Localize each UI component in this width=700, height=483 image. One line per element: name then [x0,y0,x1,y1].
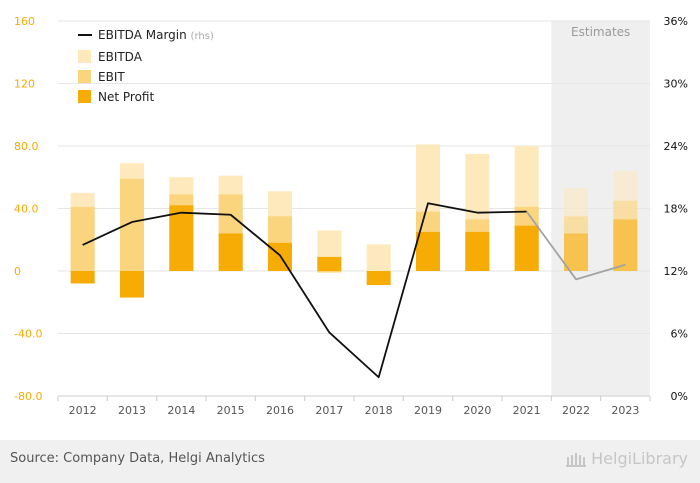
bar-ebit [70,206,95,271]
bar-net-profit [416,231,440,271]
legend-label-ebit: EBIT [98,70,125,84]
right-axis-tick-label: 6% [671,328,688,341]
bar-net-profit [366,271,391,286]
library-building-icon [566,452,587,467]
x-axis-label: 2018 [365,404,393,417]
left-axis-tick-label: 120 [14,78,35,91]
legend-rhs-note: (rhs) [191,31,214,42]
x-axis-label: 2019 [414,404,442,417]
right-axis-tick-label: 12% [664,265,688,278]
left-axis-tick-label: 0 [14,265,21,278]
x-axis-label: 2016 [266,404,294,417]
legend-label-net-profit: Net Profit [98,90,154,104]
right-axis-tick-label: 0% [671,390,688,403]
x-axis-label: 2014 [167,404,195,417]
right-axis-tick-label: 24% [664,140,688,153]
left-axis-tick-label: 40.0 [14,203,39,216]
bar-net-profit [613,219,638,271]
x-axis-label: 2013 [118,404,146,417]
right-axis-tick-label: 18% [664,203,688,216]
x-axis-label: 2017 [315,404,343,417]
bar-net-profit [465,231,490,271]
x-axis-label: 2020 [463,404,491,417]
bar-net-profit [218,233,243,271]
legend-swatch-ebitda [78,50,91,63]
bar-net-profit [70,271,95,284]
bar-net-profit [169,205,194,271]
bar-net-profit [514,225,539,271]
x-axis-label: 2022 [562,404,590,417]
helgi-library-logo[interactable]: HelgiLibrary [565,449,688,468]
estimates-label: Estimates [571,25,630,39]
bar-net-profit [564,233,588,271]
left-axis-tick-label: -80.0 [14,390,42,403]
x-axis-label: 2023 [611,404,639,417]
brand-name: HelgiLibrary [591,449,688,468]
x-axis-label: 2021 [513,404,541,417]
left-axis-tick-label: 80.0 [14,140,39,153]
legend-swatch-ebit [78,70,91,83]
left-axis-tick-label: -40.0 [14,328,42,341]
x-axis-label: 2012 [69,404,97,417]
x-axis-label: 2015 [217,404,245,417]
bar-ebitda [366,244,391,271]
bar-ebit [317,271,342,273]
right-axis-tick-label: 30% [664,78,688,91]
chart: Estimates 160 120 80.0 40.0 0 -40.0 -80.0 36% 30%… [14,15,688,417]
line-ebitda-margin [82,202,527,379]
left-axis-tick-label: 160 [14,15,35,28]
right-axis-tick-label: 36% [664,15,688,28]
bar-ebit [120,178,144,271]
bar-net-profit [317,256,342,271]
legend-label-ebitda-margin: EBITDA Margin (rhs) [98,28,214,42]
legend-label-ebitda: EBITDA [98,50,143,64]
source-note: Source: Company Data, Helgi Analytics [10,451,265,466]
bar-net-profit [120,271,144,298]
footer: Source: Company Data, Helgi Analytics He… [0,440,700,483]
legend-swatch-net-profit [78,90,91,103]
